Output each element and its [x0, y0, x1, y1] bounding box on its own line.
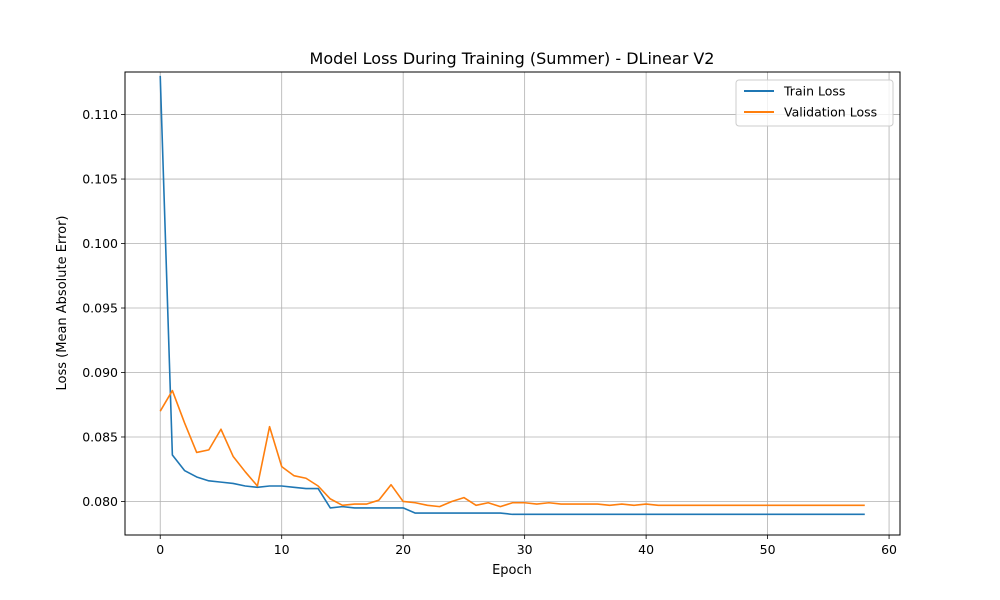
y-tick-label: 0.100 [82, 236, 118, 251]
x-tick-label: 40 [638, 542, 654, 557]
y-tick-label: 0.105 [82, 172, 118, 187]
x-tick-label: 60 [881, 542, 897, 557]
y-tick-label: 0.085 [82, 429, 118, 444]
chart-title: Model Loss During Training (Summer) - DL… [310, 49, 715, 68]
y-tick-label: 0.110 [82, 107, 118, 122]
plot-frame [124, 71, 901, 536]
y-tick-label: 0.095 [82, 301, 118, 316]
series-line-train-loss [159, 75, 865, 516]
x-axis-ticks: 0 10 20 30 40 50 60 [156, 535, 897, 557]
legend: Train Loss Validation Loss [735, 79, 894, 127]
x-tick-label: 10 [274, 542, 290, 557]
y-axis-ticks: 0.080 0.085 0.090 0.095 0.100 0.105 0.110 [82, 107, 125, 509]
legend-box [735, 79, 894, 127]
legend-label-train-loss: Train Loss [783, 84, 845, 99]
legend-label-validation-loss: Validation Loss [784, 105, 877, 120]
data-series [159, 75, 865, 516]
series-line-validation-loss [159, 389, 865, 508]
x-tick-label: 50 [760, 542, 776, 557]
x-tick-label: 0 [156, 542, 164, 557]
x-tick-label: 20 [395, 542, 411, 557]
x-tick-label: 30 [517, 542, 533, 557]
y-axis-label: Loss (Mean Absolute Error) [55, 216, 70, 391]
x-axis-label: Epoch [492, 563, 532, 578]
y-tick-label: 0.090 [82, 365, 118, 380]
y-tick-label: 0.080 [82, 494, 118, 509]
